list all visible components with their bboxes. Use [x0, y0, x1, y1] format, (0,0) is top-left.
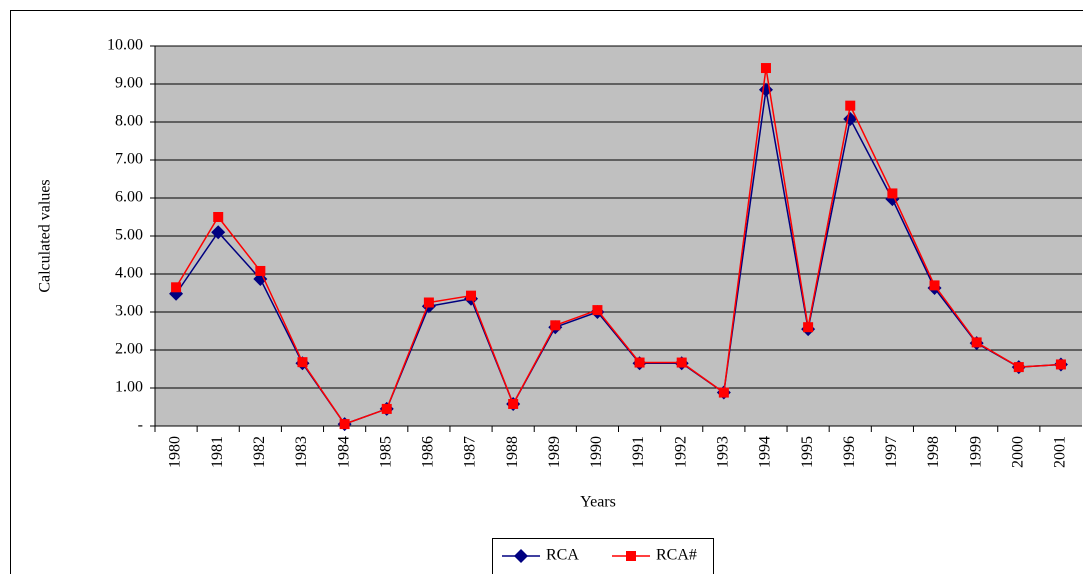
data-point [550, 320, 561, 331]
data-point [592, 305, 603, 316]
x-tick-label: 1981 [209, 436, 226, 468]
data-point [171, 282, 182, 293]
data-point [466, 290, 477, 301]
x-tick-label: 1986 [420, 436, 437, 468]
y-axis-label: Calculated values [37, 179, 54, 292]
x-tick-label: 2001 [1052, 436, 1069, 468]
x-tick-label: 1996 [841, 436, 858, 468]
y-tick-label: 4.00 [115, 265, 143, 282]
data-point [929, 280, 940, 291]
data-point [803, 322, 814, 333]
data-point [760, 63, 771, 74]
x-tick-label: 1999 [967, 436, 984, 468]
data-point [297, 357, 308, 368]
data-point [845, 100, 856, 111]
y-tick-label: 9.00 [115, 75, 143, 92]
data-point [634, 357, 645, 368]
y-tick-label: 1.00 [115, 379, 143, 396]
x-tick-label: 1991 [630, 436, 647, 468]
legend-label: RCA [546, 547, 579, 564]
x-axis-label: Years [580, 494, 616, 511]
y-tick-label: 2.00 [115, 341, 143, 358]
x-tick-label: 1980 [167, 436, 184, 468]
data-point [423, 297, 434, 308]
data-point [718, 387, 729, 398]
x-tick-label: 1983 [293, 436, 310, 468]
y-tick-label: 3.00 [115, 303, 143, 320]
data-point [508, 398, 519, 409]
x-tick-label: 1998 [925, 436, 942, 468]
data-point [213, 212, 224, 222]
y-tick-label: 8.00 [115, 113, 143, 130]
legend-marker [514, 549, 528, 563]
x-tick-label: 1995 [799, 436, 816, 468]
x-tick-label: 1988 [504, 436, 521, 468]
data-point [1055, 359, 1066, 370]
x-tick-label: 1990 [588, 436, 605, 468]
x-tick-label: 1982 [251, 436, 268, 468]
data-point [211, 225, 226, 240]
series-line [175, 67, 1061, 426]
x-tick-label: 1992 [672, 436, 689, 468]
x-tick-label: 1997 [883, 436, 900, 468]
legend-label: RCA# [656, 547, 697, 564]
data-point [1013, 362, 1024, 373]
y-tick-label: 7.00 [115, 151, 143, 168]
y-tick-label: - [138, 417, 143, 434]
y-tick-label: 6.00 [115, 189, 143, 206]
data-point [255, 265, 266, 276]
x-tick-label: 2000 [1009, 436, 1026, 468]
data-point [381, 403, 392, 414]
x-tick-label: 1994 [757, 436, 774, 468]
x-tick-label: 1985 [377, 436, 394, 468]
y-tick-label: 5.00 [115, 227, 143, 244]
legend-marker [626, 551, 636, 561]
data-point [887, 188, 898, 199]
x-tick-label: 1993 [715, 436, 732, 468]
x-tick-label: 1984 [335, 436, 352, 468]
data-point [971, 337, 982, 348]
x-tick-label: 1987 [462, 436, 479, 468]
data-point [676, 357, 687, 368]
data-point [339, 419, 350, 430]
x-tick-label: 1989 [546, 436, 563, 468]
y-tick-label: 10.00 [107, 37, 143, 54]
